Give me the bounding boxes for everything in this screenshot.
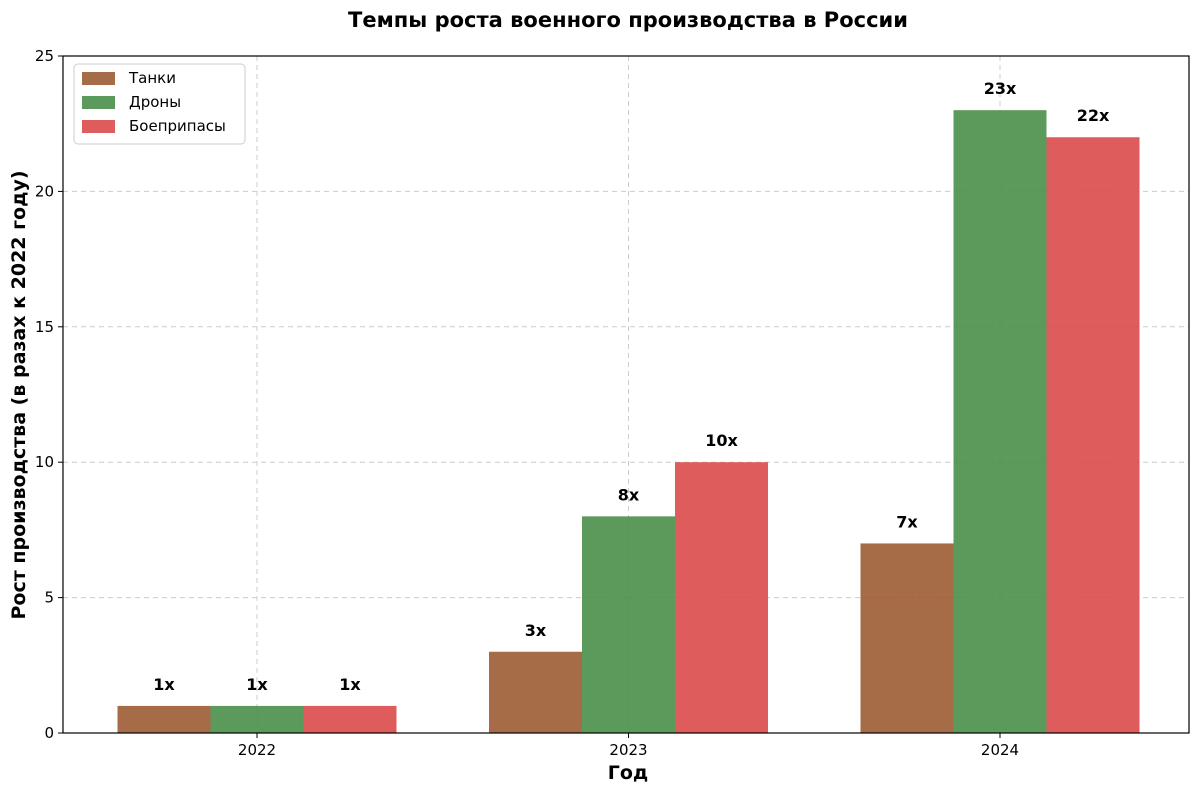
legend-swatch [82, 96, 115, 109]
y-tick-label: 20 [35, 182, 54, 200]
bar-labels: 1x 1x 1x 3x 8x 10x 7x 23x 22x [153, 79, 1110, 694]
bar [582, 516, 675, 733]
bar [210, 705, 304, 733]
bar [489, 651, 582, 733]
y-tick-label: 0 [44, 724, 54, 742]
bar [675, 462, 768, 733]
chart-title: Темпы роста военного производства в Росс… [348, 8, 908, 32]
bar [117, 705, 211, 733]
bar-value-label: 3x [525, 621, 547, 640]
bar-value-label: 7x [896, 512, 918, 531]
y-tick-label: 10 [35, 453, 54, 471]
y-axis: 0 5 10 15 20 25 [35, 47, 63, 742]
legend-swatch [82, 120, 115, 133]
legend-box [73, 63, 246, 145]
plot-frame [62, 55, 1190, 734]
y-tick-label: 25 [35, 47, 54, 65]
x-tick-label: 2022 [238, 741, 276, 759]
x-tick-label: 2023 [609, 741, 647, 759]
bar-value-label: 1x [153, 675, 175, 694]
bar-value-label: 1x [246, 675, 268, 694]
y-tick-label: 15 [35, 318, 54, 336]
bar-value-label: 22x [1077, 106, 1110, 125]
legend-swatch [82, 72, 115, 85]
bar-value-label: 1x [339, 675, 361, 694]
bar [953, 110, 1047, 733]
y-axis-label: Рост производства (в разах к 2022 году) [8, 170, 30, 619]
x-axis-label: Год [608, 762, 649, 784]
x-tick-label: 2024 [981, 741, 1019, 759]
bar [303, 705, 397, 733]
bars [117, 110, 1140, 734]
bar-value-label: 8x [618, 485, 640, 504]
bar [860, 543, 954, 733]
y-tick-label: 5 [44, 589, 54, 607]
bar-value-label: 10x [705, 431, 738, 450]
legend-label: Танки [128, 69, 176, 87]
legend: Танки Дроны Боеприпасы [73, 63, 246, 145]
x-axis: 2022 2023 2024 [238, 733, 1019, 759]
legend-label: Дроны [129, 93, 181, 111]
bar [1046, 137, 1140, 734]
bar-value-label: 23x [984, 79, 1017, 98]
legend-label: Боеприпасы [129, 117, 226, 135]
